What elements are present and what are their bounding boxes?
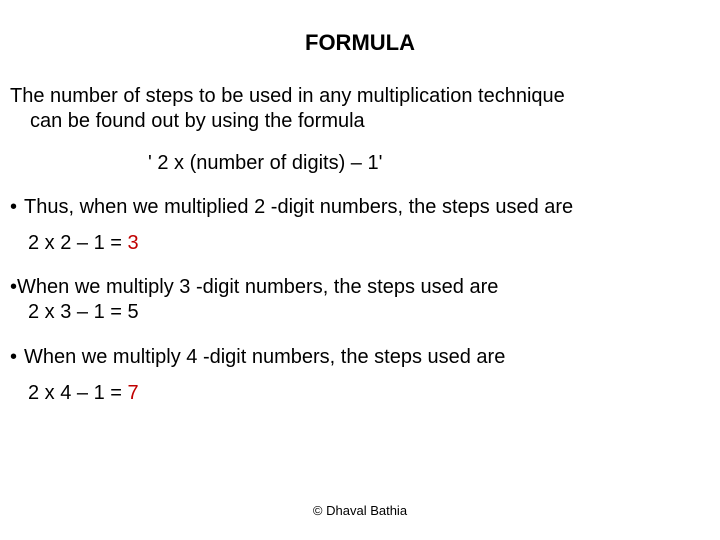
intro-line-2: can be found out by using the formula	[10, 109, 712, 134]
bullet-dot-icon: •	[10, 345, 24, 370]
bullet-1: •Thus, when we multiplied 2 -digit numbe…	[8, 195, 712, 220]
slide-content: FORMULA The number of steps to be used i…	[0, 0, 720, 540]
calc-3-result: 7	[128, 382, 139, 404]
bullet-1-text: Thus, when we multiplied 2 -digit number…	[24, 196, 573, 218]
bullet-2-block: •When we multiply 3 -digit numbers, the …	[8, 275, 712, 325]
calc-2-expr: 2 x 3 – 1 =	[28, 301, 128, 323]
bullet-3-text: When we multiply 4 -digit numbers, the s…	[24, 346, 505, 368]
copyright-text: © Dhaval Bathia	[0, 503, 720, 518]
bullet-dot-icon: •	[10, 195, 24, 220]
bullet-dot-icon: •	[10, 276, 17, 298]
intro-text: The number of steps to be used in any mu…	[8, 84, 712, 134]
calc-2-result: 5	[128, 301, 139, 323]
calc-2: 2 x 3 – 1 = 5	[10, 300, 712, 325]
calc-1-result: 3	[128, 232, 139, 254]
calc-3-expr: 2 x 4 – 1 =	[28, 382, 128, 404]
calc-1-expr: 2 x 2 – 1 =	[28, 232, 128, 254]
bullet-2: •When we multiply 3 -digit numbers, the …	[10, 275, 712, 300]
calc-3: 2 x 4 – 1 = 7	[8, 382, 712, 405]
intro-line-1: The number of steps to be used in any mu…	[10, 84, 712, 109]
calc-1: 2 x 2 – 1 = 3	[8, 232, 712, 255]
formula-text: ' 2 x (number of digits) – 1'	[8, 152, 712, 175]
bullet-3: •When we multiply 4 -digit numbers, the …	[8, 345, 712, 370]
slide-title: FORMULA	[8, 30, 712, 56]
bullet-2-text: When we multiply 3 -digit numbers, the s…	[17, 276, 498, 298]
